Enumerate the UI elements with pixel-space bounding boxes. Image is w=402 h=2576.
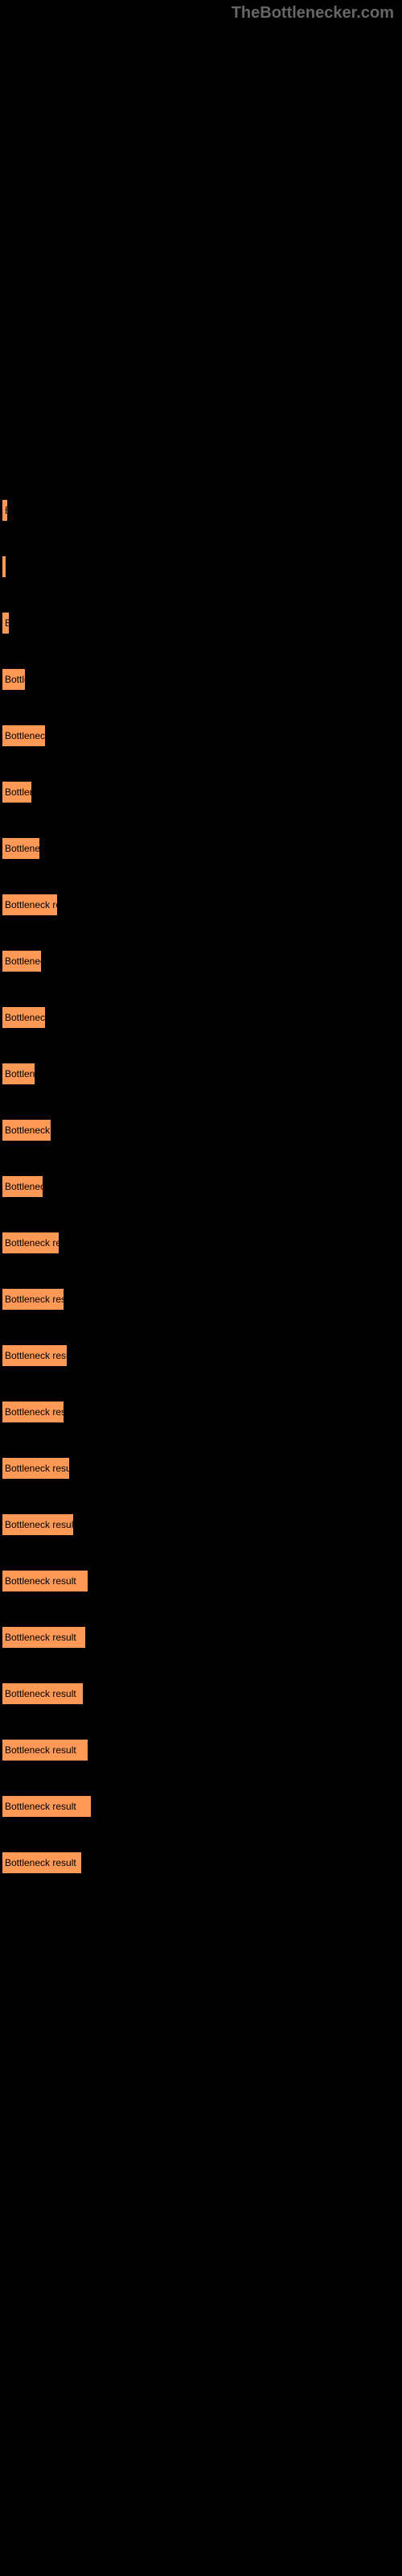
bar-row	[2, 443, 402, 465]
bar-label: Bottleneck result	[5, 1463, 76, 1474]
bar-row: Bottlen	[2, 668, 402, 691]
bar-row: B	[2, 555, 402, 578]
bar-label: Bottleneck	[5, 1068, 50, 1080]
bar-label: B	[5, 505, 11, 516]
bar-label: Bottleneck result	[5, 1801, 76, 1812]
bar-row: Bottleneck	[2, 724, 402, 747]
bar-label: Bottleneck result	[5, 1406, 76, 1418]
bar-label: Bottleneck re	[5, 956, 61, 967]
bar-label: Bottleneck result	[5, 1237, 76, 1249]
bar-row: Bottleneck result	[2, 1401, 402, 1423]
bar-row: Bottleneck re	[2, 950, 402, 972]
bar-row: Bottleneck resul	[2, 894, 402, 916]
bar-row: Bottleneck re	[2, 837, 402, 860]
bar-label: Bottleneck result	[5, 1688, 76, 1699]
bar-row: Bottleneck re	[2, 1175, 402, 1198]
bar-label: Bottleneck result	[5, 1294, 76, 1305]
bar-row: Bottleneck result	[2, 1513, 402, 1536]
bar-row: Bottleneck result	[2, 1739, 402, 1761]
bar-row: Bottleneck	[2, 1063, 402, 1085]
bar-label: Bottleneck res	[5, 1012, 66, 1023]
bar-label: Bottleneck result	[5, 1857, 76, 1868]
bar-label: Bottleneck	[5, 730, 50, 741]
bar-row: Bottleneck result	[2, 1288, 402, 1311]
bar-label: Bottleneck result	[5, 1575, 76, 1587]
bar-row: Bottleneck result	[2, 1119, 402, 1141]
bar-row: Bottleneck result	[2, 1457, 402, 1480]
bar-row: Bottleneck result	[2, 1795, 402, 1818]
bar-label: Bottleneck result	[5, 1350, 76, 1361]
bar-row: Bottleneck result	[2, 1626, 402, 1649]
bar-row: B	[2, 612, 402, 634]
watermark: TheBottlenecker.com	[232, 4, 394, 23]
bar-label: Bottlen	[5, 674, 35, 685]
bar-label: Bottleneck re	[5, 1181, 61, 1192]
bar-label: B	[5, 561, 11, 572]
bar-row: Bottleneck result	[2, 1852, 402, 1874]
bar-row: B	[2, 499, 402, 522]
bar-label: Bottleneck result	[5, 1519, 76, 1530]
bar-row: Bottlene	[2, 781, 402, 803]
bar-label: Bottleneck result	[5, 1632, 76, 1643]
bar-row: Bottleneck result	[2, 1344, 402, 1367]
bar-label: Bottlene	[5, 786, 40, 798]
chart-container: B B B Bottlen Bottleneck Bottlene Bottleneck r…	[0, 0, 402, 1874]
bar-row: Bottleneck result	[2, 1682, 402, 1705]
bar-label: Bottleneck result	[5, 1744, 76, 1756]
bar-row: Bottleneck result	[2, 1570, 402, 1592]
bar-label: Bottleneck resul	[5, 899, 73, 910]
bar-label: Bottleneck re	[5, 843, 61, 854]
bar-label: B	[5, 617, 11, 629]
bar-label: Bottleneck result	[5, 1125, 76, 1136]
bar-row: Bottleneck res	[2, 1006, 402, 1029]
bar-row: Bottleneck result	[2, 1232, 402, 1254]
bar	[2, 443, 3, 465]
